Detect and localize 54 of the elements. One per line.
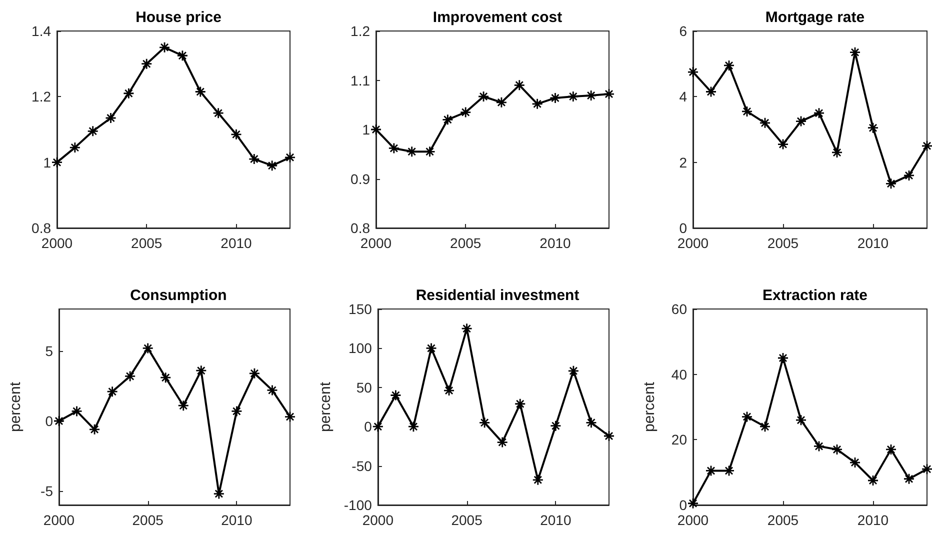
y-tick-label: 6 bbox=[679, 23, 688, 39]
y-tick-label: 0.9 bbox=[350, 170, 370, 187]
x-tick-label: 2000 bbox=[677, 235, 709, 251]
y-tick-label: 1.1 bbox=[350, 72, 370, 88]
y-tick-label: -5 bbox=[40, 483, 54, 499]
chart-title: Mortgage rate bbox=[765, 9, 865, 26]
chart-title: Improvement cost bbox=[432, 9, 562, 26]
y-tick-label: 4 bbox=[679, 88, 688, 105]
x-tick-label: 2010 bbox=[857, 235, 889, 251]
y-tick-label: 20 bbox=[671, 432, 688, 448]
y-tick-label: 1 bbox=[362, 122, 370, 138]
y-tick-label: 1.2 bbox=[32, 88, 52, 105]
x-tick-label: 2000 bbox=[360, 235, 392, 251]
x-tick-label: 2005 bbox=[767, 235, 799, 251]
x-tick-label: 2005 bbox=[450, 235, 482, 251]
x-tick-label: 2010 bbox=[221, 512, 252, 528]
y-tick-label: 1.2 bbox=[350, 23, 370, 39]
x-tick-label: 2000 bbox=[677, 512, 709, 528]
y-tick-label: 150 bbox=[348, 301, 372, 317]
y-axis-title: percent bbox=[7, 381, 24, 432]
x-tick-label: 2010 bbox=[540, 235, 572, 251]
x-tick-label: 2010 bbox=[220, 235, 252, 251]
x-tick-label: 2010 bbox=[540, 512, 572, 528]
chart-title: Residential investment bbox=[416, 287, 580, 304]
y-tick-label: 5 bbox=[45, 343, 54, 359]
x-tick-label: 2005 bbox=[767, 512, 799, 528]
x-tick-label: 2005 bbox=[132, 512, 164, 528]
y-tick-label: 0 bbox=[679, 220, 688, 236]
chart-title: Extraction rate bbox=[762, 287, 868, 304]
point bbox=[372, 422, 383, 432]
y-tick-label: 60 bbox=[671, 301, 688, 317]
y-tick-label: 0 bbox=[679, 497, 688, 513]
x-tick-label: 2010 bbox=[857, 512, 889, 528]
x-tick-label: 2000 bbox=[41, 235, 73, 251]
x-tick-label: 2005 bbox=[451, 512, 483, 528]
chart-title: Consumption bbox=[130, 287, 227, 304]
y-tick-label: 0 bbox=[364, 418, 372, 435]
y-tick-label: 0 bbox=[45, 413, 54, 429]
y-tick-label: 0.8 bbox=[350, 220, 370, 236]
y-tick-label: 1.4 bbox=[32, 23, 52, 39]
y-tick-label: 2 bbox=[679, 154, 688, 170]
x-tick-label: 2000 bbox=[43, 512, 75, 528]
y-tick-label: 0.8 bbox=[32, 220, 52, 236]
y-tick-label: -50 bbox=[352, 458, 372, 474]
y-tick-label: 100 bbox=[348, 340, 372, 356]
chart-title: House price bbox=[136, 9, 222, 26]
y-tick-label: 1 bbox=[43, 154, 52, 170]
y-tick-label: 50 bbox=[356, 379, 372, 396]
x-tick-label: 2005 bbox=[131, 235, 162, 251]
y-tick-label: 40 bbox=[671, 366, 688, 382]
y-axis-title: percent bbox=[641, 381, 658, 432]
y-tick-label: -100 bbox=[344, 497, 372, 513]
y-axis-title: percent bbox=[317, 381, 334, 432]
x-tick-label: 2000 bbox=[362, 512, 394, 528]
